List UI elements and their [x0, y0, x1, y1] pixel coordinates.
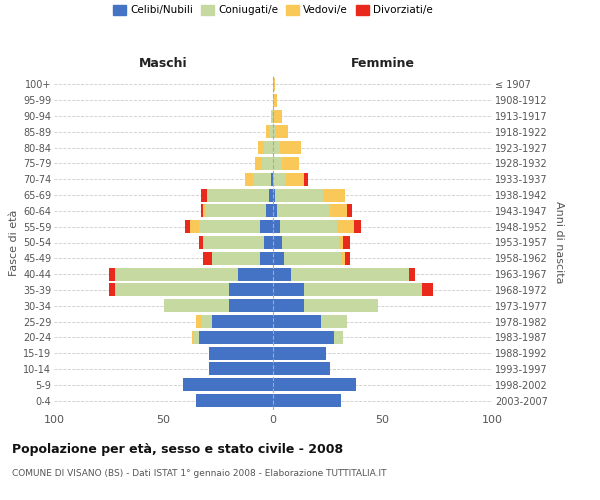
Bar: [273, 268, 290, 280]
Bar: [266, 204, 273, 218]
Bar: [334, 331, 343, 344]
Bar: [109, 284, 115, 296]
Bar: [271, 110, 273, 122]
Text: Popolazione per età, sesso e stato civile - 2008: Popolazione per età, sesso e stato civil…: [12, 442, 343, 456]
Bar: [422, 284, 433, 296]
Bar: [273, 284, 304, 296]
Bar: [273, 299, 304, 312]
Bar: [196, 315, 201, 328]
Bar: [273, 188, 275, 202]
Bar: [264, 236, 273, 249]
Y-axis label: Fasce di età: Fasce di età: [8, 210, 19, 276]
Bar: [273, 394, 341, 407]
Bar: [273, 110, 282, 122]
Bar: [275, 126, 289, 138]
Bar: [273, 331, 334, 344]
Bar: [354, 220, 361, 233]
Bar: [212, 315, 273, 328]
Bar: [183, 378, 273, 391]
Bar: [341, 252, 345, 265]
Bar: [282, 236, 338, 249]
Bar: [273, 315, 321, 328]
Bar: [273, 252, 284, 265]
Bar: [284, 252, 341, 265]
Bar: [280, 220, 337, 233]
Bar: [257, 141, 264, 154]
Bar: [203, 252, 212, 265]
Bar: [290, 268, 409, 280]
Bar: [269, 126, 273, 138]
Bar: [323, 188, 345, 202]
Bar: [337, 220, 354, 233]
Bar: [229, 299, 273, 312]
Bar: [304, 299, 378, 312]
Bar: [201, 204, 203, 218]
Bar: [262, 157, 273, 170]
Bar: [109, 268, 115, 280]
Bar: [271, 173, 273, 186]
Bar: [238, 268, 273, 280]
Bar: [273, 346, 326, 360]
Bar: [273, 204, 277, 218]
Bar: [196, 394, 273, 407]
Bar: [273, 78, 275, 91]
Bar: [203, 236, 264, 249]
Text: Maschi: Maschi: [139, 58, 188, 70]
Bar: [273, 126, 275, 138]
Bar: [273, 94, 277, 107]
Bar: [203, 204, 205, 218]
Bar: [330, 204, 347, 218]
Bar: [245, 173, 253, 186]
Bar: [304, 284, 422, 296]
Legend: Celibi/Nubili, Coniugati/e, Vedovi/e, Divorziati/e: Celibi/Nubili, Coniugati/e, Vedovi/e, Di…: [113, 5, 433, 15]
Bar: [199, 236, 203, 249]
Bar: [208, 188, 269, 202]
Y-axis label: Anni di nascita: Anni di nascita: [554, 201, 565, 284]
Bar: [280, 141, 301, 154]
Bar: [286, 173, 304, 186]
Bar: [190, 220, 199, 233]
Text: Femmine: Femmine: [350, 58, 415, 70]
Bar: [273, 220, 280, 233]
Bar: [273, 141, 280, 154]
Bar: [199, 331, 273, 344]
Bar: [321, 315, 347, 328]
Bar: [205, 204, 266, 218]
Bar: [264, 141, 273, 154]
Bar: [256, 157, 262, 170]
Bar: [185, 220, 190, 233]
Bar: [273, 362, 330, 376]
Bar: [273, 236, 282, 249]
Bar: [338, 236, 343, 249]
Bar: [201, 188, 208, 202]
Bar: [229, 284, 273, 296]
Bar: [260, 252, 273, 265]
Bar: [192, 331, 194, 344]
Bar: [347, 204, 352, 218]
Bar: [115, 268, 238, 280]
Bar: [304, 173, 308, 186]
Bar: [163, 299, 229, 312]
Bar: [209, 346, 273, 360]
Bar: [275, 188, 323, 202]
Bar: [409, 268, 415, 280]
Bar: [212, 252, 260, 265]
Bar: [273, 378, 356, 391]
Bar: [273, 173, 286, 186]
Bar: [209, 362, 273, 376]
Bar: [201, 315, 212, 328]
Bar: [343, 236, 350, 249]
Bar: [277, 204, 330, 218]
Bar: [199, 220, 260, 233]
Bar: [115, 284, 229, 296]
Bar: [266, 126, 269, 138]
Bar: [269, 188, 273, 202]
Bar: [194, 331, 199, 344]
Bar: [273, 157, 282, 170]
Bar: [345, 252, 350, 265]
Bar: [260, 220, 273, 233]
Text: COMUNE DI VISANO (BS) - Dati ISTAT 1° gennaio 2008 - Elaborazione TUTTITALIA.IT: COMUNE DI VISANO (BS) - Dati ISTAT 1° ge…: [12, 468, 386, 477]
Bar: [253, 173, 271, 186]
Bar: [282, 157, 299, 170]
